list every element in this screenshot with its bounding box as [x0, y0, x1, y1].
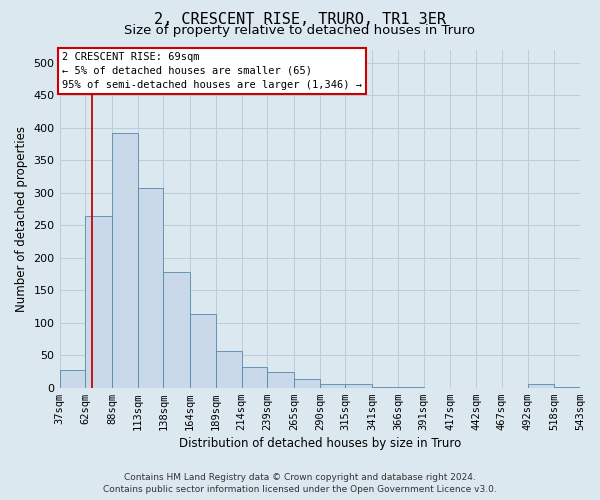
Bar	[372, 387, 398, 388]
Bar	[216, 350, 242, 388]
Bar	[527, 384, 554, 388]
X-axis label: Distribution of detached houses by size in Truro: Distribution of detached houses by size …	[179, 437, 461, 450]
Bar	[85, 216, 112, 388]
Bar	[59, 370, 85, 388]
Text: 2, CRESCENT RISE, TRURO, TR1 3ER: 2, CRESCENT RISE, TRURO, TR1 3ER	[154, 12, 446, 28]
Text: Size of property relative to detached houses in Truro: Size of property relative to detached ho…	[125, 24, 476, 37]
Y-axis label: Number of detached properties: Number of detached properties	[15, 126, 28, 312]
Bar	[242, 367, 268, 388]
Bar	[190, 314, 216, 388]
Bar	[398, 387, 424, 388]
Bar	[112, 133, 138, 388]
Bar	[294, 380, 320, 388]
Bar	[138, 188, 163, 388]
Text: 2 CRESCENT RISE: 69sqm
← 5% of detached houses are smaller (65)
95% of semi-deta: 2 CRESCENT RISE: 69sqm ← 5% of detached …	[62, 52, 362, 90]
Bar	[268, 372, 294, 388]
Bar	[320, 384, 346, 388]
Text: Contains HM Land Registry data © Crown copyright and database right 2024.
Contai: Contains HM Land Registry data © Crown c…	[103, 472, 497, 494]
Bar	[163, 272, 190, 388]
Bar	[554, 387, 580, 388]
Bar	[346, 384, 372, 388]
Bar	[580, 384, 600, 388]
